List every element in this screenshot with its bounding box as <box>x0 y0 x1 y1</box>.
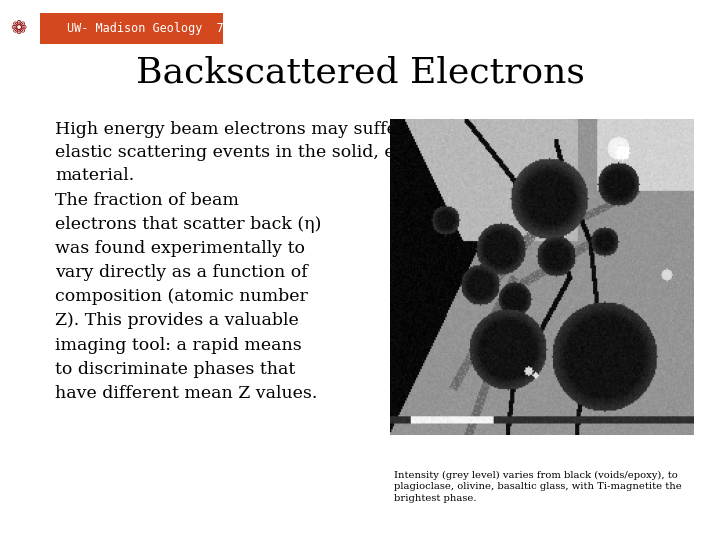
Text: UW- Madison Geology  777: UW- Madison Geology 777 <box>67 22 238 35</box>
Text: The fraction of beam
electrons that scatter back (η)
was found experimentally to: The fraction of beam electrons that scat… <box>55 192 322 402</box>
Text: High energy beam electrons may suffer single or multiple
elastic scattering even: High energy beam electrons may suffer si… <box>55 122 566 184</box>
Bar <box>40 13 223 44</box>
Text: Backscattered Electrons: Backscattered Electrons <box>135 56 585 90</box>
Text: Intensity (grey level) varies from black (voids/epoxy), to
plagioclase, olivine,: Intensity (grey level) varies from black… <box>394 471 682 503</box>
Text: ❁: ❁ <box>10 19 26 38</box>
